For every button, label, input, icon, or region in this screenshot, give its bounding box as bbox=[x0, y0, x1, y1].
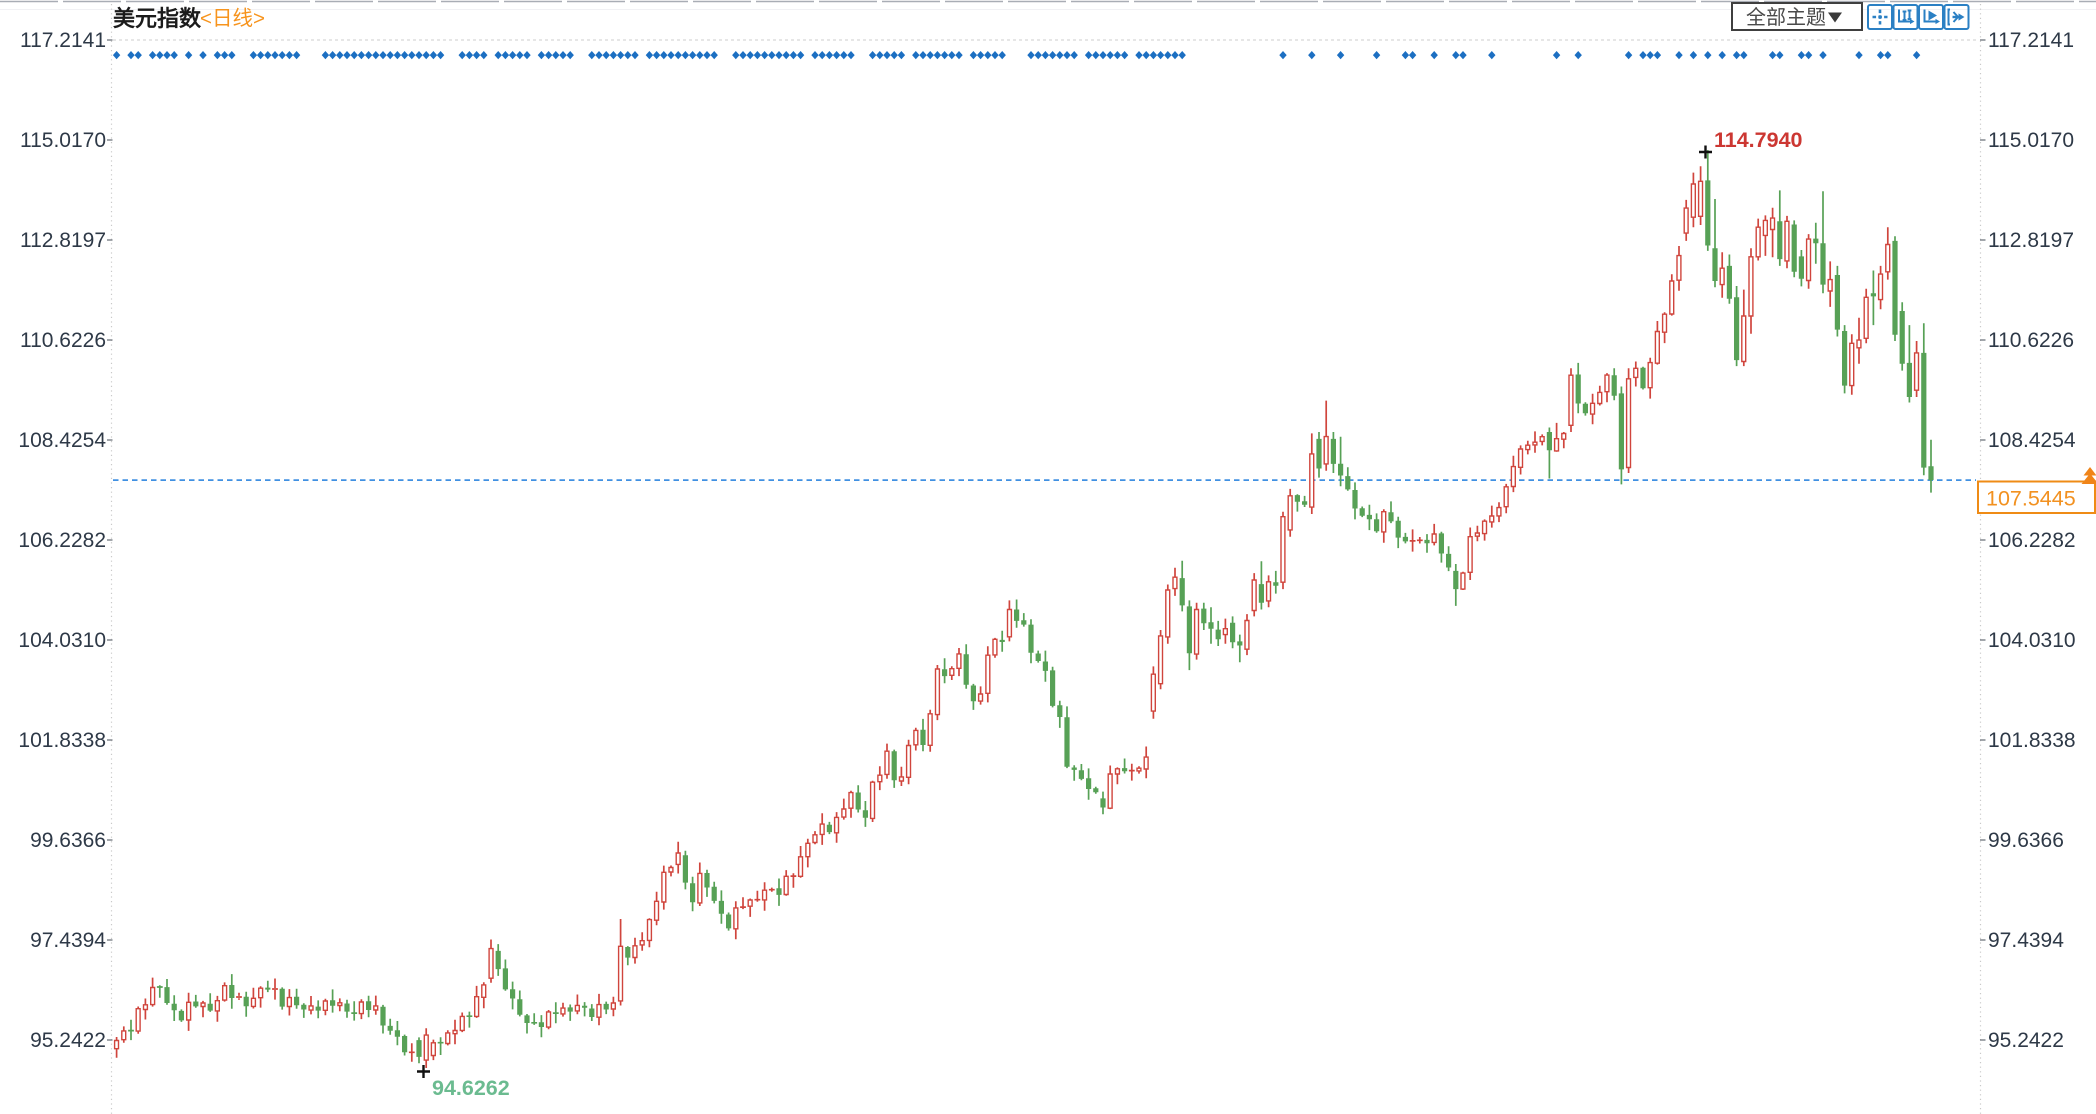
svg-text:112.8197: 112.8197 bbox=[1988, 229, 2074, 252]
svg-text:<日线>: <日线> bbox=[200, 7, 265, 30]
svg-text:106.2282: 106.2282 bbox=[1988, 529, 2076, 552]
svg-text:112.8197: 112.8197 bbox=[20, 229, 106, 252]
svg-text:106.2282: 106.2282 bbox=[18, 529, 106, 552]
svg-text:108.4254: 108.4254 bbox=[18, 429, 106, 452]
svg-text:110.6226: 110.6226 bbox=[20, 329, 106, 352]
svg-text:104.0310: 104.0310 bbox=[18, 629, 106, 652]
svg-text:全部主题: 全部主题 bbox=[1746, 6, 1826, 29]
svg-text:115.0170: 115.0170 bbox=[20, 129, 106, 152]
svg-text:94.6262: 94.6262 bbox=[432, 1076, 510, 1100]
svg-text:108.4254: 108.4254 bbox=[1988, 429, 2076, 452]
svg-text:115.0170: 115.0170 bbox=[1988, 129, 2074, 152]
svg-text:95.2422: 95.2422 bbox=[30, 1029, 106, 1052]
svg-text:101.8338: 101.8338 bbox=[1988, 729, 2076, 752]
svg-text:114.7940: 114.7940 bbox=[1714, 128, 1803, 152]
svg-text:107.5445: 107.5445 bbox=[1986, 487, 2076, 511]
svg-text:95.2422: 95.2422 bbox=[1988, 1029, 2064, 1052]
svg-text:117.2141: 117.2141 bbox=[20, 29, 106, 52]
svg-text:117.2141: 117.2141 bbox=[1988, 29, 2074, 52]
svg-text:97.4394: 97.4394 bbox=[30, 929, 106, 952]
svg-text:101.8338: 101.8338 bbox=[18, 729, 106, 752]
svg-text:99.6366: 99.6366 bbox=[1988, 829, 2064, 852]
svg-text:97.4394: 97.4394 bbox=[1988, 929, 2064, 952]
svg-text:104.0310: 104.0310 bbox=[1988, 629, 2076, 652]
svg-text:美元指数: 美元指数 bbox=[113, 6, 202, 31]
svg-text:110.6226: 110.6226 bbox=[1988, 329, 2074, 352]
svg-text:99.6366: 99.6366 bbox=[30, 829, 106, 852]
